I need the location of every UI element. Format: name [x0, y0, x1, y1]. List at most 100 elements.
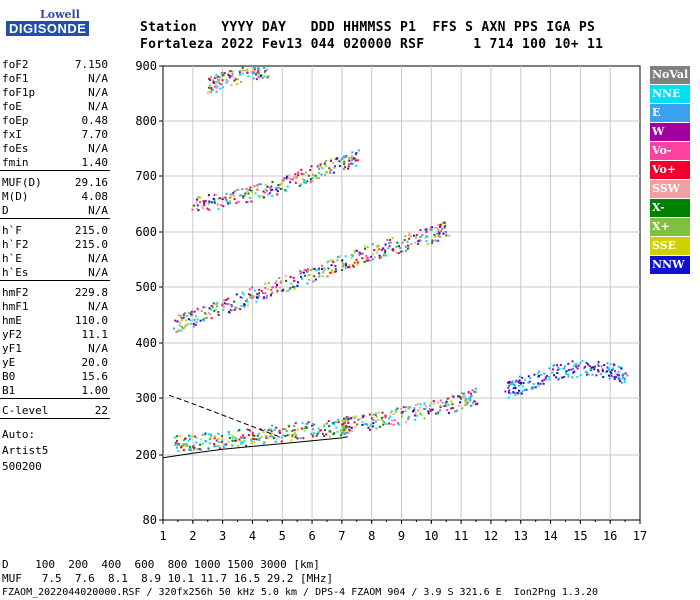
data-point — [209, 90, 212, 93]
data-point — [439, 235, 442, 238]
data-point — [338, 164, 341, 167]
data-point — [378, 254, 381, 257]
data-point — [378, 425, 381, 428]
data-point — [472, 403, 475, 406]
data-point — [415, 234, 418, 237]
data-point — [259, 183, 262, 186]
data-point — [220, 83, 223, 86]
data-point — [260, 74, 263, 77]
data-point — [363, 260, 366, 263]
data-point — [305, 426, 308, 429]
data-point — [404, 410, 407, 413]
data-point — [467, 391, 470, 394]
data-point — [220, 435, 223, 438]
data-point — [369, 259, 372, 262]
param-value: 215.0 — [74, 238, 108, 251]
data-point — [207, 433, 210, 436]
data-point — [204, 200, 207, 203]
data-point — [232, 191, 235, 194]
data-point — [214, 194, 217, 197]
data-point — [597, 364, 600, 367]
data-point — [447, 397, 450, 400]
data-point — [295, 176, 298, 179]
data-point — [202, 306, 205, 309]
data-point — [543, 378, 546, 381]
data-point — [567, 375, 570, 378]
data-point — [225, 443, 228, 446]
data-point — [243, 306, 246, 309]
data-point — [429, 409, 432, 412]
data-point — [193, 435, 196, 438]
data-point — [341, 431, 344, 434]
data-point — [262, 66, 265, 69]
data-point — [257, 72, 260, 75]
data-point — [540, 373, 543, 376]
data-point — [200, 309, 203, 312]
x-tick-label: 5 — [279, 529, 286, 543]
data-point — [203, 433, 206, 436]
data-point — [303, 181, 306, 184]
data-point — [196, 318, 199, 321]
data-point — [431, 241, 434, 244]
data-point — [208, 442, 211, 445]
data-point — [457, 404, 460, 407]
data-point — [267, 75, 270, 78]
data-point — [269, 433, 272, 436]
data-point — [567, 368, 570, 371]
param-label: D — [2, 204, 9, 217]
data-point — [193, 448, 196, 451]
data-point — [440, 223, 443, 226]
data-point — [247, 434, 250, 437]
data-point — [250, 442, 253, 445]
data-point — [305, 422, 308, 425]
legend-item-x: X+ — [650, 218, 690, 236]
data-point — [294, 181, 297, 184]
data-point — [437, 239, 440, 242]
data-point — [233, 308, 236, 311]
data-point — [213, 435, 216, 438]
footer-distance-row: D 100 200 400 600 800 1000 1500 3000 [km… — [2, 558, 320, 571]
data-point — [275, 279, 278, 282]
data-point — [622, 376, 625, 379]
data-point — [527, 381, 530, 384]
auto-line2: Artist5 — [2, 444, 49, 457]
data-point — [347, 266, 350, 269]
data-point — [240, 69, 243, 72]
data-point — [408, 406, 411, 409]
data-point — [439, 224, 442, 227]
data-point — [623, 378, 626, 381]
data-point — [300, 275, 303, 278]
data-point — [233, 436, 236, 439]
data-point — [424, 236, 427, 239]
data-point — [347, 165, 350, 168]
data-point — [285, 279, 288, 282]
data-point — [228, 201, 231, 204]
data-point — [258, 292, 261, 295]
data-point — [348, 159, 351, 162]
data-point — [366, 246, 369, 249]
data-point — [213, 437, 216, 440]
data-point — [279, 187, 282, 190]
data-point — [301, 178, 304, 181]
data-point — [254, 289, 257, 292]
data-point — [290, 282, 293, 285]
data-point — [314, 174, 317, 177]
data-point — [205, 440, 208, 443]
data-point — [248, 188, 251, 191]
data-point — [203, 201, 206, 204]
data-point — [294, 434, 297, 437]
data-point — [222, 196, 225, 199]
data-point — [304, 274, 307, 277]
data-point — [543, 372, 546, 375]
data-point — [606, 366, 609, 369]
data-point — [205, 313, 208, 316]
data-point — [321, 432, 324, 435]
data-point — [384, 249, 387, 252]
data-point — [288, 433, 291, 436]
data-point — [311, 267, 314, 270]
legend-item-noval: NoVal — [650, 66, 690, 84]
param-label: h`E — [2, 252, 22, 265]
data-point — [237, 200, 240, 203]
data-point — [294, 431, 297, 434]
data-point — [521, 376, 524, 379]
